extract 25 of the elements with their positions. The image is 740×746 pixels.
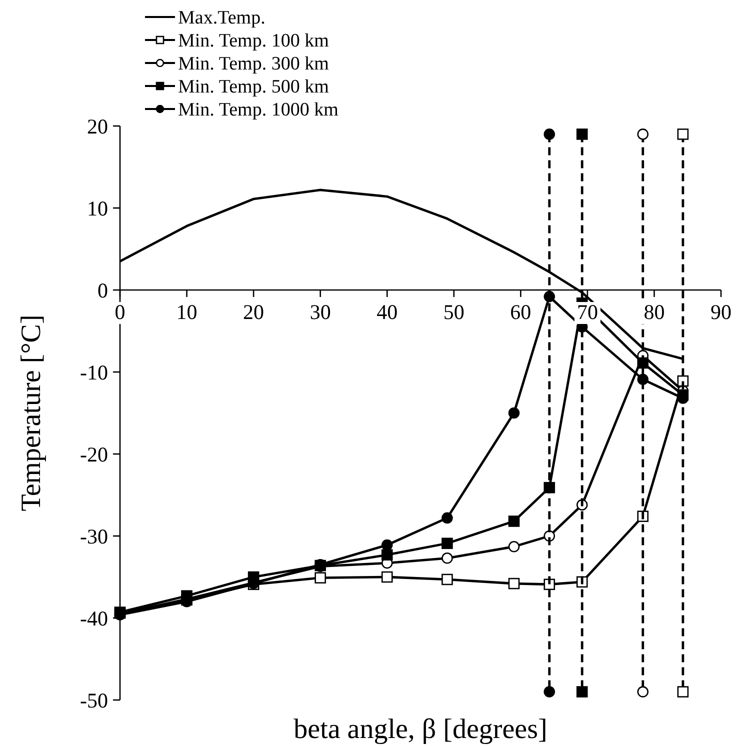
y-axis-title: Temperature [°C]: [16, 314, 47, 512]
x-tick-label: 80: [644, 300, 665, 324]
x-tick-label: 50: [443, 300, 464, 324]
x-axis-title: beta angle, β [degrees]: [294, 714, 548, 745]
y-tick-label: 20: [87, 114, 108, 138]
legend-label: Min. Temp. 300 km: [178, 54, 330, 75]
x-tick-label: 70: [576, 300, 598, 324]
legend-label: Max.Temp.: [178, 8, 266, 29]
x-tick-label: 0: [114, 300, 126, 324]
x-tick-label: 40: [376, 300, 398, 324]
x-tick-label: 10: [176, 300, 198, 324]
y-tick-label: -40: [80, 606, 108, 630]
x-tick-label: 60: [510, 300, 532, 324]
y-tick-label: 0: [98, 278, 108, 302]
y-tick-label: -50: [80, 688, 108, 712]
y-tick-label: 10: [87, 196, 108, 220]
x-tick-label: 20: [243, 300, 264, 324]
y-tick-label: -30: [80, 524, 108, 548]
y-tick-label: -10: [80, 360, 108, 384]
legend-label: Min. Temp. 500 km: [178, 76, 330, 98]
legend-label: Min. Temp. 1000 km: [178, 100, 339, 121]
x-tick-label: 90: [710, 300, 732, 324]
y-tick-label: -20: [80, 442, 108, 466]
legend-label: Min. Temp. 100 km: [178, 30, 330, 52]
x-tick-label: 30: [310, 300, 331, 324]
